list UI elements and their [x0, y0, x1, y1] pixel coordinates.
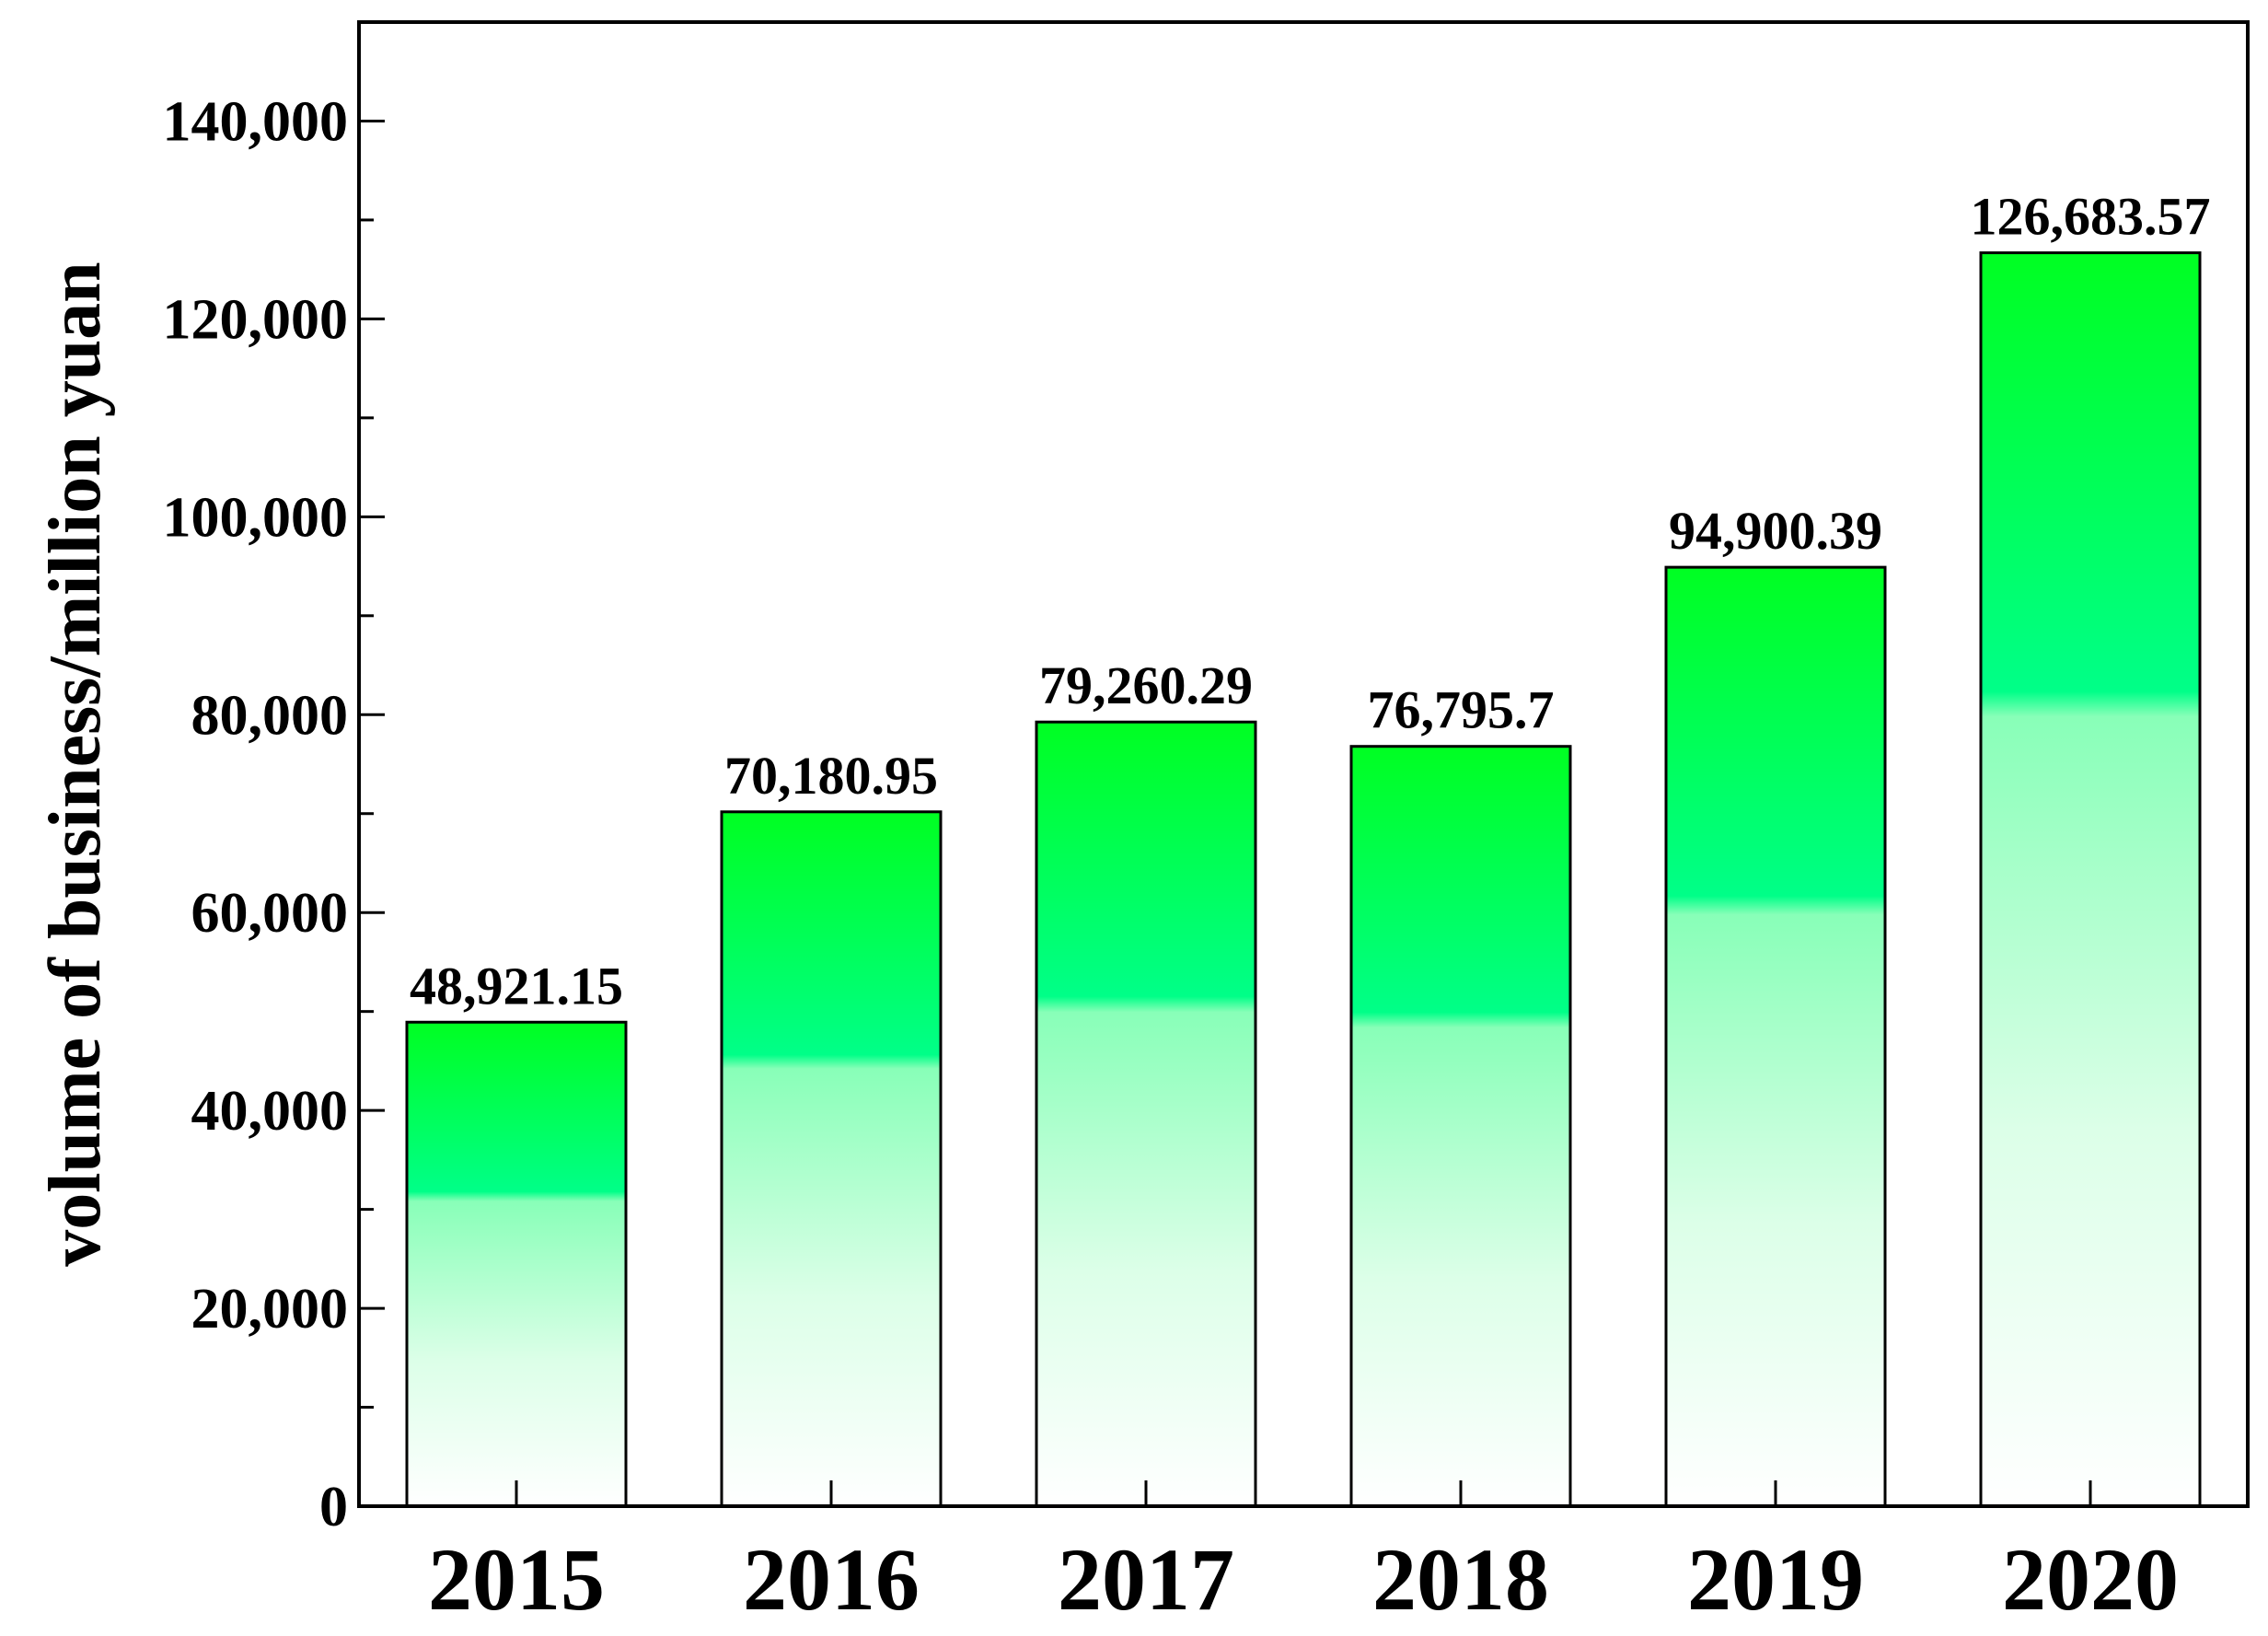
bar-2015 [405, 1020, 628, 1508]
plot-area-frame [357, 20, 2250, 1508]
y-tick-label-20000: 20,000 [191, 1278, 349, 1340]
x-axis: 2015 2016 2017 2018 2019 2020 [428, 1480, 2179, 1629]
data-label-2017: 79,260.29 [1039, 656, 1253, 715]
bar-2020 [1979, 251, 2202, 1508]
x-tick-label-2018: 2018 [1372, 1530, 1549, 1629]
x-tick-label-2019: 2019 [1687, 1530, 1864, 1629]
bar-2016 [720, 810, 943, 1508]
bars-layer [405, 251, 2202, 1508]
y-axis: 0 20,000 40,000 60,000 80,000 100,000 120,000 1… [163, 90, 385, 1538]
y-tick-label-40000: 40,000 [191, 1080, 349, 1143]
x-tick-label-2020: 2020 [2002, 1530, 2179, 1629]
x-tick-label-2017: 2017 [1058, 1530, 1234, 1629]
bar-2017 [1035, 720, 1257, 1508]
bar-2018 [1349, 745, 1572, 1508]
bar-2019 [1664, 565, 1887, 1508]
data-label-2018: 76,795.7 [1368, 680, 1555, 740]
data-label-2019: 94,900.39 [1669, 501, 1882, 561]
y-tick-label-100000: 100,000 [163, 486, 349, 549]
y-tick-label-60000: 60,000 [191, 882, 349, 945]
y-tick-label-140000: 140,000 [163, 90, 349, 153]
y-tick-label-120000: 120,000 [163, 288, 349, 351]
y-axis-label: volume of business/million yuan [35, 261, 116, 1266]
x-tick-label-2016: 2016 [743, 1530, 920, 1629]
data-labels: 48,921.15 70,180.95 79,260.29 76,795.7 94,90… [410, 187, 2211, 1016]
y-tick-label-80000: 80,000 [191, 684, 349, 747]
x-tick-label-2015: 2015 [428, 1530, 605, 1629]
y-tick-label-0: 0 [319, 1476, 348, 1538]
data-label-2016: 70,180.95 [724, 746, 938, 806]
data-label-2020: 126,683.57 [1971, 187, 2211, 247]
data-label-2015: 48,921.15 [410, 956, 623, 1015]
